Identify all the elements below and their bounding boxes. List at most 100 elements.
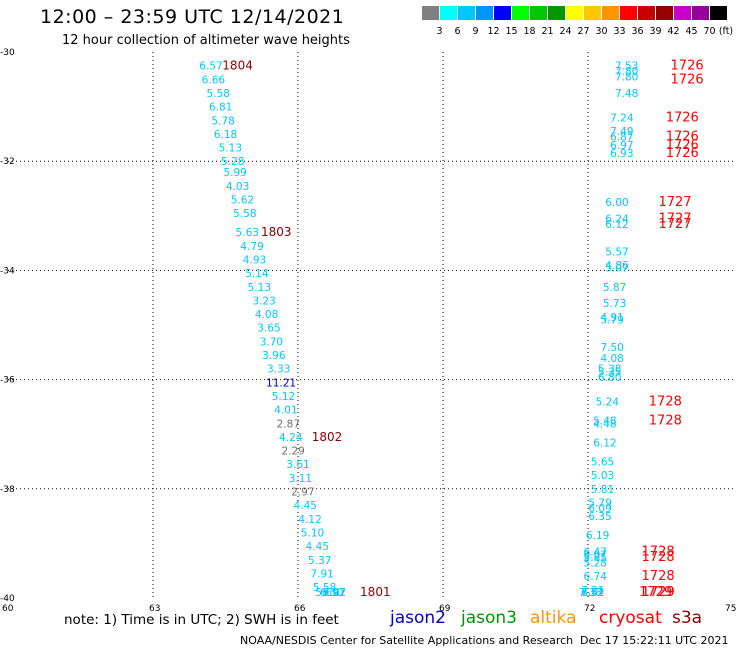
swh-value: 6.74 (584, 571, 608, 583)
swh-value: 6.12 (593, 437, 616, 449)
legend-unit: (ft) (718, 26, 734, 37)
swh-value: 5.87 (603, 282, 626, 294)
time-label: 1726 (666, 130, 699, 145)
swh-value: 7.48 (615, 88, 638, 100)
legend-label: 9 (472, 26, 479, 37)
time-label: 1803 (261, 225, 292, 239)
swh-value: 5.79 (600, 315, 623, 327)
swh-value: 6.80 (598, 372, 621, 384)
time-label: 1727 (658, 212, 691, 227)
swh-value: 5.57 (605, 246, 628, 258)
swh-value: 5.12 (272, 391, 295, 403)
credit-text: NOAA/NESDIS Center for Satellite Applica… (240, 634, 574, 647)
legend-swatch (710, 6, 727, 20)
page-title: 12:00 – 23:59 UTC 12/14/2021 (40, 6, 345, 28)
time-label: 1728 (642, 569, 675, 584)
swh-value: 5.58 (233, 208, 256, 220)
legend-swatch (494, 6, 511, 20)
page-subtitle: 12 hour collection of altimeter wave hei… (62, 33, 350, 48)
legend-swatch (476, 6, 493, 20)
swh-value: 4.45 (294, 500, 317, 512)
legend-swatch (512, 6, 529, 20)
legend-label: 33 (613, 26, 626, 37)
legend-label: 27 (577, 26, 590, 37)
swh-value: 6.30 (320, 587, 343, 599)
swh-value: 6.47 (584, 547, 607, 559)
time-label: 1729 (642, 585, 675, 600)
swh-value: 6.07 (323, 587, 346, 599)
swh-value: 5.81 (591, 484, 614, 496)
lat-tick-label: -40 (0, 594, 15, 604)
swh-value: 3.65 (257, 323, 280, 335)
swh-value: 6.66 (202, 74, 226, 86)
legend-label: 39 (649, 26, 662, 37)
swh-value: 7.49 (610, 126, 633, 138)
swh-value: 6.12 (605, 219, 628, 231)
legend-swatch (458, 6, 475, 20)
swh-value: 4.93 (243, 254, 266, 266)
swh-value: 6.00 (605, 197, 628, 209)
swh-value: 6.87 (610, 132, 633, 144)
swh-value: 4.03 (226, 181, 249, 193)
lon-tick-label: 63 (149, 604, 160, 614)
time-label: 1804 (222, 59, 253, 73)
swh-value: 7.24 (610, 113, 634, 125)
swh-value: 5.69 (315, 587, 338, 599)
legend-swatch (530, 6, 547, 20)
swh-value: 3.70 (260, 336, 283, 348)
swh-value: 5.24 (596, 396, 620, 408)
swh-value: 5.35 (598, 366, 621, 378)
swh-value: 6.07 (584, 549, 607, 561)
swh-value: 5.85 (584, 552, 607, 564)
legend-swatch (692, 6, 709, 20)
time-label: 1726 (666, 138, 699, 153)
satellite-jason3: jason3 (461, 608, 517, 628)
time-label: 1729 (642, 585, 675, 600)
swh-value: 5.78 (211, 115, 234, 127)
lon-tick-label: 72 (584, 604, 595, 614)
swh-value: 4.86 (605, 260, 629, 272)
swh-value: 5.10 (301, 527, 324, 539)
legend-label: 42 (667, 26, 680, 37)
swh-value: 6.19 (586, 530, 609, 542)
swh-value: 3.33 (267, 364, 290, 376)
swh-value: 5.99 (223, 167, 246, 179)
legend-swatch (656, 6, 673, 20)
satellite-cryosat: cryosat (599, 608, 662, 628)
lat-tick-label: -32 (0, 157, 15, 167)
time-label: 1727 (658, 195, 691, 210)
satellite-altika: altika (530, 608, 577, 628)
swh-value: 3.23 (252, 295, 275, 307)
swh-value: 6.18 (214, 129, 237, 141)
legend-swatch (422, 6, 439, 20)
swh-value: 6.57 (199, 61, 222, 73)
legend-swatch (620, 6, 637, 20)
swh-value: 7.52 (581, 587, 604, 599)
legend-swatch (674, 6, 691, 20)
swh-value: 5.65 (591, 457, 614, 469)
swh-value: 6.93 (610, 148, 633, 160)
swh-value: 4.79 (240, 241, 263, 253)
swh-value: 5.73 (603, 298, 626, 310)
swh-value: 5.28 (584, 558, 607, 570)
time-label: 1726 (671, 72, 704, 87)
timestamp-text: Dec 17 15:22:11 UTC 2021 (580, 634, 729, 647)
time-label: 1729 (639, 585, 672, 600)
swh-value: 2.29 (281, 446, 304, 458)
legend-label: 18 (523, 26, 536, 37)
swh-value: 4.08 (255, 309, 278, 321)
swh-value: 7.53 (615, 61, 638, 73)
swh-value: 5.62 (231, 194, 254, 206)
lat-tick-label: -34 (0, 266, 15, 276)
time-label: 1728 (649, 414, 682, 429)
swh-value: 6.24 (605, 214, 629, 226)
swh-value: 4.12 (298, 514, 321, 526)
time-label: 1726 (671, 59, 704, 74)
swh-value: 5.63 (236, 227, 259, 239)
swh-value: 5.48 (593, 416, 616, 428)
legend-label: 12 (487, 26, 500, 37)
legend-swatch (584, 6, 601, 20)
swh-value: 5.14 (245, 268, 269, 280)
swh-value: 6.09 (588, 503, 611, 515)
